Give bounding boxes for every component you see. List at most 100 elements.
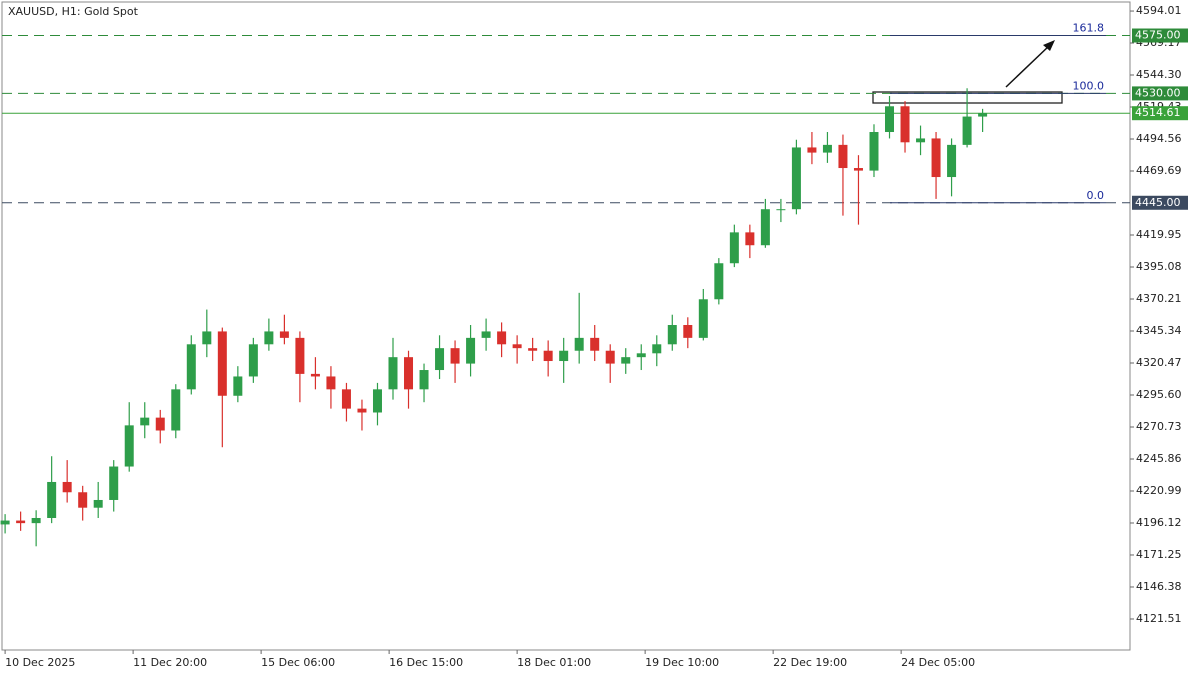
y-tick-label: 4320.47 (1136, 356, 1182, 369)
candle-body (47, 481, 57, 518)
candle-body (900, 106, 910, 143)
candle-body (78, 492, 88, 508)
candle-body (838, 144, 848, 169)
x-tick-label: 16 Dec 15:00 (389, 656, 463, 669)
candle-body (559, 350, 569, 362)
y-tick-label: 4594.01 (1136, 4, 1182, 17)
y-tick-label: 4419.95 (1136, 228, 1182, 241)
x-tick-label: 22 Dec 19:00 (773, 656, 847, 669)
candle-body (279, 331, 289, 338)
y-tick-label: 4171.25 (1136, 548, 1182, 561)
candle-body (295, 337, 305, 374)
y-tick-label: 4395.08 (1136, 260, 1182, 273)
price-label: 4514.61 (1135, 106, 1181, 119)
candle-body (466, 337, 476, 364)
price-label-box (1132, 106, 1188, 121)
fib-label: 100.0 (1073, 79, 1105, 92)
x-tick-label: 19 Dec 10:00 (645, 656, 719, 669)
arrow-line (1005, 44, 1051, 88)
candle-body (574, 337, 584, 351)
candle-body (140, 417, 150, 426)
candle-body (621, 357, 631, 364)
candle-body (202, 331, 212, 345)
candle-body (341, 389, 351, 409)
candle-body (636, 353, 646, 358)
candle-body (869, 132, 879, 171)
fib-label: 0.0 (1087, 189, 1105, 202)
candle-body (0, 520, 10, 525)
y-tick-label: 4544.30 (1136, 68, 1182, 81)
x-tick-label: 11 Dec 20:00 (133, 656, 207, 669)
candle-body (217, 331, 227, 396)
candle-body (124, 425, 134, 467)
x-tick-label: 15 Dec 06:00 (261, 656, 335, 669)
price-label: 4530.00 (1135, 86, 1181, 99)
y-tick-label: 4494.56 (1136, 132, 1182, 145)
candle-body (31, 517, 41, 524)
y-tick-label: 4469.69 (1136, 164, 1182, 177)
candle-body (357, 408, 367, 413)
price-label-box (1132, 28, 1188, 43)
candle-body (528, 348, 538, 351)
candle-body (233, 376, 243, 396)
candle-body (605, 350, 615, 364)
candle-body (248, 344, 258, 377)
candle-body (822, 144, 832, 153)
price-label-box (1132, 195, 1188, 210)
candle-body (481, 331, 491, 338)
candle-body (264, 331, 274, 345)
candle-body (155, 417, 165, 431)
y-tick-label: 4146.38 (1136, 580, 1182, 593)
x-tick-label: 24 Dec 05:00 (901, 656, 975, 669)
price-label: 4575.00 (1135, 29, 1181, 42)
plot-frame (1, 1, 1131, 651)
y-tick-label: 4295.60 (1136, 388, 1182, 401)
candle-body (667, 325, 677, 345)
candle-body (760, 209, 770, 246)
candle-body (512, 344, 522, 349)
candle-body (497, 331, 507, 345)
candle-body (807, 147, 817, 153)
candle-body (776, 209, 786, 211)
candle-body (931, 138, 941, 178)
candle-body (962, 116, 972, 145)
candle-body (109, 466, 119, 500)
candle-body (714, 263, 724, 300)
y-tick-label: 4270.73 (1136, 420, 1182, 433)
y-tick-label: 4345.34 (1136, 324, 1182, 337)
candle-body (698, 299, 708, 338)
candle-body (16, 520, 26, 524)
x-tick-label: 10 Dec 2025 (5, 656, 75, 669)
candle-body (388, 357, 398, 390)
fib-label: 161.8 (1073, 22, 1105, 35)
candle-body (885, 106, 895, 133)
y-tick-label: 4121.51 (1136, 612, 1182, 625)
candle-body (372, 389, 382, 413)
price-label: 4445.00 (1135, 196, 1181, 209)
candle-body (326, 376, 336, 390)
candle-body (543, 350, 553, 362)
x-tick-label: 18 Dec 01:00 (517, 656, 591, 669)
candle-body (93, 499, 103, 508)
candle-body (729, 232, 739, 264)
candle-body (435, 348, 445, 371)
candle-body (652, 344, 662, 354)
candle-body (683, 325, 693, 338)
candle-body (404, 357, 414, 390)
candle-body (450, 348, 460, 364)
y-tick-label: 4220.99 (1136, 484, 1182, 497)
candle-body (791, 147, 801, 210)
y-tick-label: 4196.12 (1136, 516, 1182, 529)
candle-body (978, 113, 988, 117)
candle-body (745, 232, 755, 246)
candle-body (419, 370, 429, 390)
candle-body (186, 344, 196, 390)
candle-body (62, 481, 72, 493)
y-tick-label: 4370.21 (1136, 292, 1182, 305)
candle-body (590, 337, 600, 351)
y-tick-label: 4245.86 (1136, 452, 1182, 465)
candle-body (853, 168, 863, 171)
chart-title: XAUUSD, H1: Gold Spot (8, 5, 139, 18)
candle-body (947, 144, 957, 178)
